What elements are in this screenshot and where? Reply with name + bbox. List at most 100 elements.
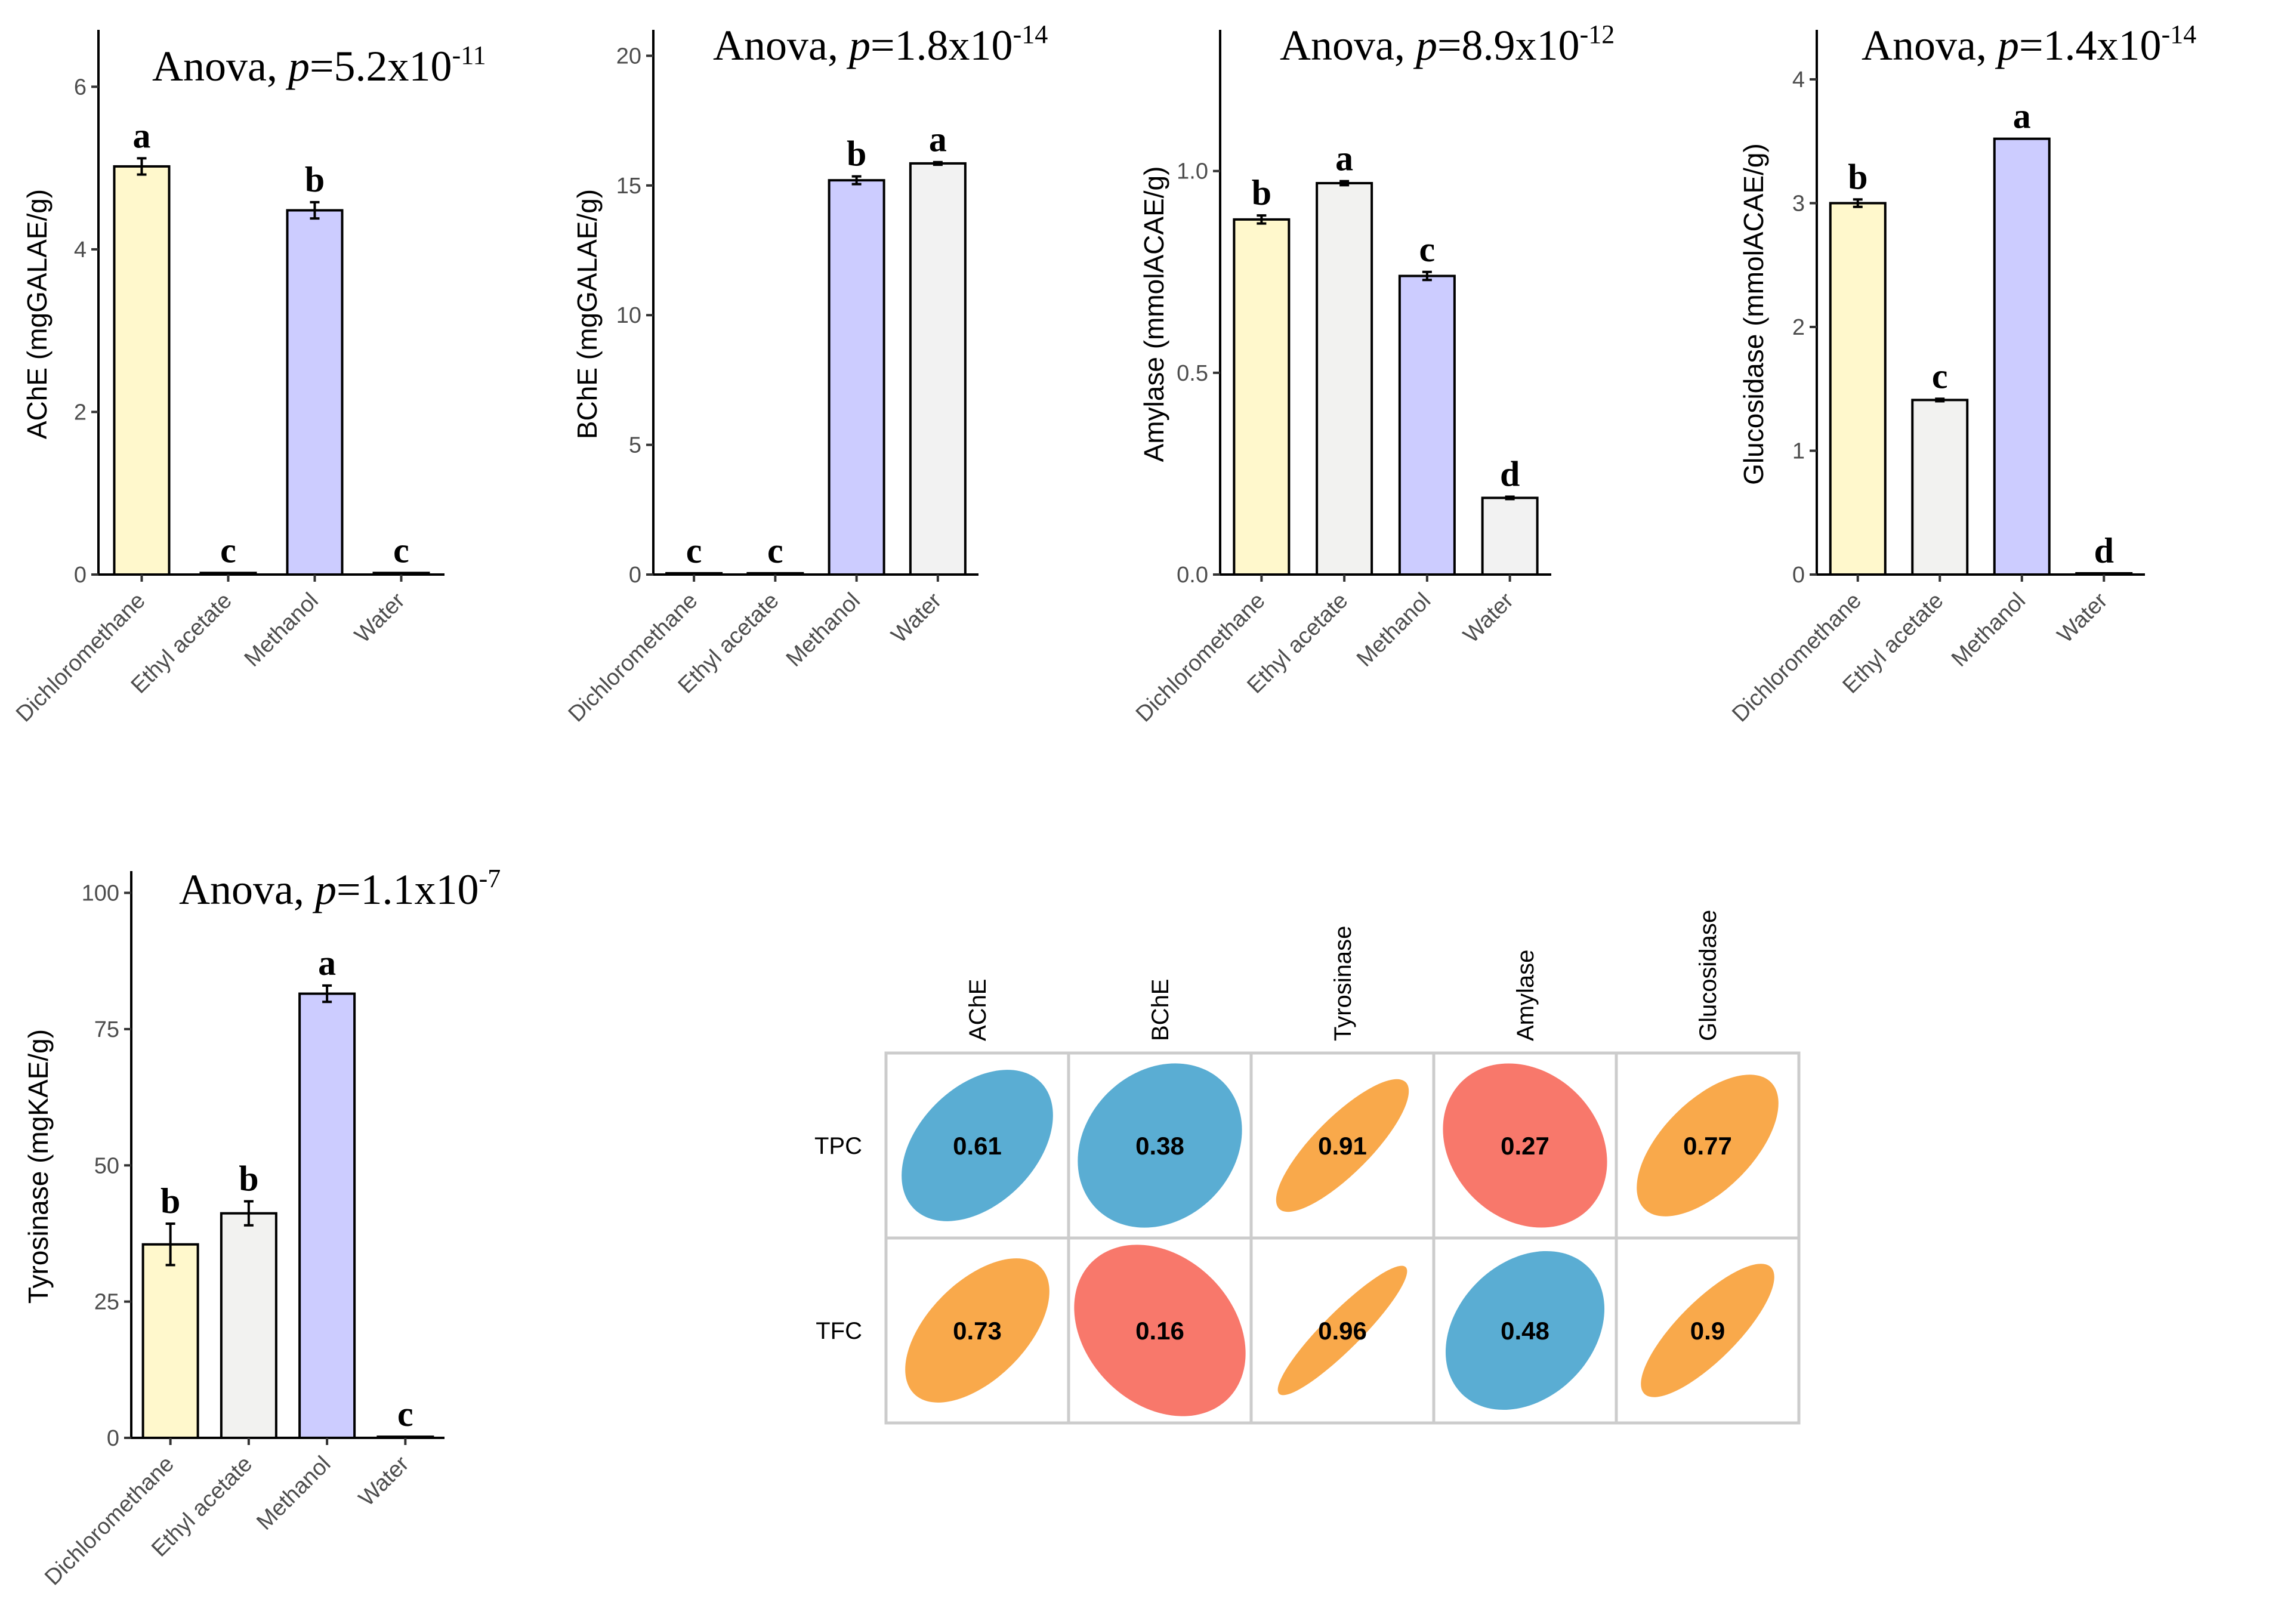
significance-letter: a — [318, 943, 336, 983]
bar — [1233, 218, 1291, 576]
x-tick-label: Water — [2052, 588, 2113, 648]
correlation-column-label: BChE — [1147, 979, 1174, 1042]
significance-letter: a — [133, 116, 151, 155]
y-tick-label: 75 — [94, 1017, 119, 1042]
bar — [113, 165, 171, 576]
anova-p-symbol: p — [285, 42, 310, 90]
anova-prefix: Anova, — [1862, 21, 1998, 69]
bar — [141, 1243, 199, 1440]
anova-title: Anova, p=8.9x10-12 — [1280, 20, 1615, 69]
y-tick-label: 0.0 — [1177, 563, 1208, 588]
y-tick-label: 3 — [1792, 192, 1805, 217]
x-tick-label: Dichloromethane — [1727, 588, 1866, 727]
correlation-value: 0.61 — [953, 1132, 1002, 1160]
bar — [828, 179, 885, 576]
bar — [286, 209, 344, 576]
anova-value: =1.8x10 — [871, 21, 1013, 69]
bar-chart-2: 0 5 10 15 20 BChE (mgGALAE/g) Anova, p=1.8x10-… — [564, 20, 1048, 727]
y-tick-label: 4 — [1792, 67, 1805, 92]
anova-p-symbol: p — [312, 866, 337, 913]
bar — [298, 992, 356, 1439]
x-tick-label: Methanol — [782, 588, 865, 672]
significance-letter: a — [2013, 97, 2031, 136]
x-tick-label: Methanol — [1352, 588, 1436, 672]
correlation-ellipse — [905, 1258, 1049, 1403]
y-axis-label: Amylase (mmolACAE/g) — [1138, 166, 1169, 462]
bar-chart-4: 0 1 2 3 4 Glucosidase (mmolACAE/g) Anova, p=1.… — [1727, 20, 2196, 727]
y-tick-label: 4 — [74, 237, 87, 263]
anova-p-symbol: p — [1995, 21, 2019, 69]
bar — [2075, 572, 2133, 576]
correlation-column-label: Amylase — [1512, 950, 1539, 1041]
anova-p-symbol: p — [846, 21, 871, 69]
significance-letter: c — [393, 530, 409, 570]
significance-letter: b — [1848, 157, 1867, 196]
y-tick-label: 0.5 — [1177, 361, 1208, 386]
correlation-plot: AChE BChE Tyrosinase Amylase Glucosidase TPC T… — [814, 910, 1801, 1425]
anova-title: Anova, p=1.4x10-14 — [1862, 20, 2196, 69]
x-tick-label: Methanol — [252, 1452, 335, 1535]
x-tick-label: Dichloromethane — [40, 1452, 179, 1591]
bar — [1993, 137, 2051, 576]
significance-letter: c — [686, 531, 702, 570]
y-axis-label: Glucosidase (mmolACAE/g) — [1738, 143, 1769, 485]
y-tick-label: 6 — [74, 75, 87, 100]
significance-letter: c — [767, 531, 783, 570]
significance-letter: d — [2094, 531, 2114, 570]
significance-letter: b — [239, 1159, 258, 1199]
correlation-value: 0.16 — [1135, 1317, 1184, 1345]
bar — [1316, 181, 1373, 576]
bar — [376, 1435, 434, 1440]
x-tick-label: Dichloromethane — [11, 588, 150, 727]
x-tick-label: Methanol — [240, 588, 323, 672]
anova-value: =1.1x10 — [337, 866, 479, 913]
bar — [372, 572, 430, 576]
bar — [199, 572, 257, 576]
correlation-ellipse — [1637, 1075, 1779, 1217]
correlation-ellipse — [902, 1070, 1053, 1221]
bar — [1829, 202, 1887, 576]
correlation-ellipse — [1277, 1265, 1407, 1395]
anova-title: Anova, p=5.2x10-11 — [152, 41, 486, 90]
x-tick-label: Water — [1459, 588, 1519, 648]
correlation-ellipse — [1074, 1245, 1246, 1416]
significance-letter: c — [220, 530, 236, 570]
anova-value: =8.9x10 — [1437, 21, 1580, 69]
anova-prefix: Anova, — [152, 42, 288, 90]
bar — [746, 572, 804, 576]
significance-letter: a — [1335, 139, 1353, 178]
correlation-cell — [1615, 1236, 1801, 1425]
bar — [909, 162, 967, 576]
significance-letter: c — [1932, 356, 1948, 396]
anova-exponent: -14 — [1013, 20, 1048, 49]
y-tick-label: 0 — [629, 563, 641, 588]
correlation-row-label: TPC — [814, 1133, 862, 1159]
anova-title: Anova, p=1.8x10-14 — [713, 20, 1048, 69]
x-tick-label: Water — [887, 588, 947, 648]
bar — [1481, 496, 1539, 576]
correlation-value: 0.96 — [1318, 1317, 1367, 1345]
correlation-value: 0.77 — [1683, 1132, 1732, 1160]
anova-exponent: -11 — [452, 41, 486, 70]
significance-letter: b — [847, 134, 866, 174]
anova-exponent: -14 — [2162, 20, 2197, 49]
y-tick-label: 20 — [616, 44, 641, 69]
bar — [1398, 274, 1456, 576]
x-tick-label: Dichloromethane — [564, 588, 703, 727]
anova-exponent: -7 — [479, 864, 501, 893]
correlation-value: 0.91 — [1318, 1132, 1367, 1160]
anova-value: =1.4x10 — [2019, 21, 2162, 69]
y-tick-label: 25 — [94, 1290, 119, 1315]
x-tick-label: Water — [354, 1451, 414, 1511]
significance-letter: b — [160, 1181, 180, 1221]
bar-chart-3: 0.0 0.5 1.0 Amylase (mmolACAE/g) Anova, p=8.… — [1131, 20, 1615, 727]
y-tick-label: 10 — [616, 303, 641, 328]
y-axis-label: Tyrosinase (mgKAE/g) — [23, 1029, 54, 1304]
y-tick-label: 100 — [82, 881, 119, 906]
y-tick-label: 50 — [94, 1153, 119, 1178]
anova-value: =5.2x10 — [310, 42, 452, 90]
correlation-ellipse — [1443, 1063, 1607, 1228]
significance-letter: b — [305, 160, 325, 199]
correlation-row-label: TFC — [816, 1318, 862, 1344]
